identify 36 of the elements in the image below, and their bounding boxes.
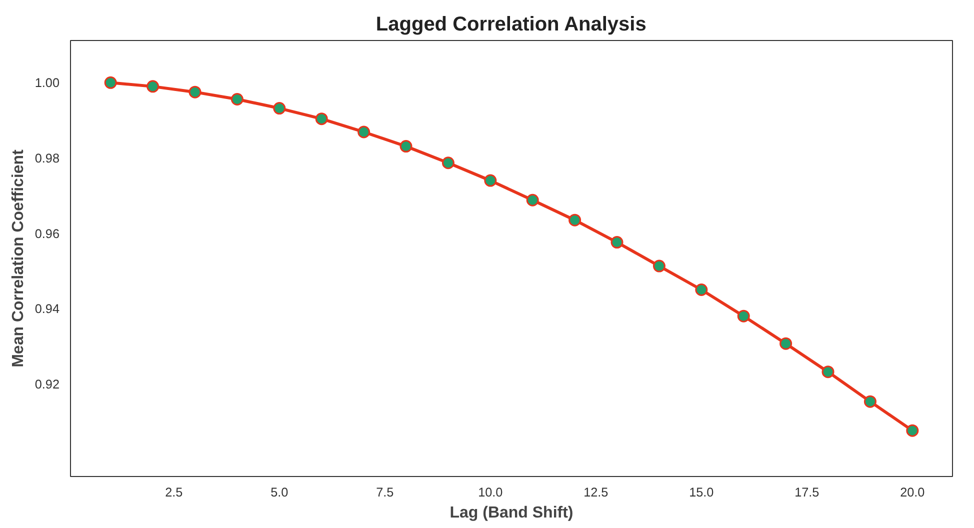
point (104, 76, 117, 89)
point (695, 284, 708, 296)
point (315, 112, 328, 126)
point (358, 126, 370, 138)
point (400, 140, 412, 153)
x-tick-label: 5.0 (270, 486, 288, 500)
y-tick-label: 0.94 (34, 302, 60, 316)
x-tick-label: 12.5 (584, 486, 608, 500)
y-tick-label: 0.92 (34, 377, 60, 392)
point (906, 424, 919, 437)
x-tick-label: 17.5 (794, 486, 820, 500)
y-tick-label: 1.00 (34, 76, 60, 90)
point (526, 194, 539, 206)
x-tick-label: 15.0 (689, 486, 714, 500)
point (273, 102, 286, 115)
x-tick-label: 20.0 (900, 486, 925, 500)
y-tick-label: 0.98 (34, 151, 60, 166)
point (652, 260, 666, 272)
point (822, 366, 834, 378)
point (146, 80, 160, 93)
point (864, 395, 876, 408)
x-axis-title: Lag (Band Shift) (450, 504, 574, 522)
point (442, 156, 454, 170)
y-tick-label: 0.96 (34, 226, 60, 241)
point (610, 236, 624, 249)
point (568, 214, 582, 226)
x-tick-label: 10.0 (478, 486, 503, 500)
y-axis-title: Mean Correlation Coefficient (10, 148, 27, 368)
point (230, 92, 244, 106)
point (737, 310, 750, 322)
point (484, 174, 497, 187)
chart-title: Lagged Correlation Analysis (376, 14, 646, 36)
x-tick-label: 2.5 (165, 486, 183, 500)
x-tick-label: 7.5 (376, 486, 394, 500)
point (780, 337, 792, 350)
point (188, 86, 202, 98)
